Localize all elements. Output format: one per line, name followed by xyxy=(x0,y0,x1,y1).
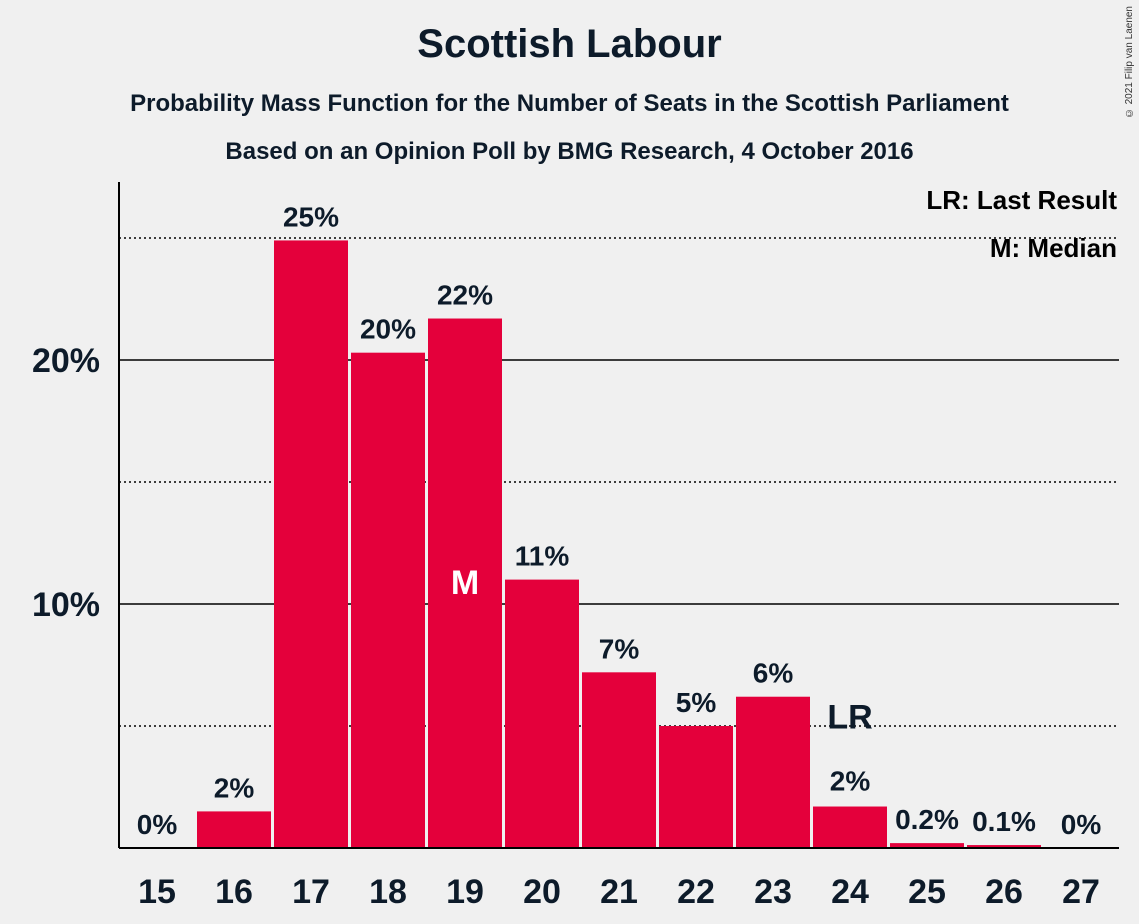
x-tick-label-27: 27 xyxy=(1062,873,1100,911)
value-label-21: 7% xyxy=(599,633,640,664)
x-tick-label-19: 19 xyxy=(446,873,484,911)
bar-23 xyxy=(736,696,810,848)
x-tick-labels: 15 16 17 18 19 20 21 22 23 24 25 26 27 xyxy=(138,873,1100,911)
last-result-marker: LR xyxy=(827,698,872,736)
bar-19 xyxy=(428,318,502,848)
x-tick-label-18: 18 xyxy=(369,873,407,911)
bar-22 xyxy=(659,726,733,848)
chart-title: Scottish Labour xyxy=(417,22,722,66)
x-tick-label-25: 25 xyxy=(908,873,946,911)
bar-21 xyxy=(582,672,656,848)
value-label-27: 0% xyxy=(1061,809,1102,840)
value-label-25: 0.2% xyxy=(895,804,959,835)
y-tick-label: 20% xyxy=(32,342,100,380)
x-tick-label-26: 26 xyxy=(985,873,1023,911)
value-label-23: 6% xyxy=(753,658,794,689)
x-tick-label-22: 22 xyxy=(677,873,715,911)
median-marker: M xyxy=(451,564,479,602)
legend-last-result: LR: Last Result xyxy=(926,185,1117,215)
value-label-17: 25% xyxy=(283,201,339,232)
x-tick-label-21: 21 xyxy=(600,873,638,911)
x-tick-label-20: 20 xyxy=(523,873,561,911)
bar-26 xyxy=(967,845,1041,848)
bar-18 xyxy=(351,352,425,848)
value-labels: 0% 2% 25% 20% 22% M 11% 7% 5% 6% 2% LR 0.2% 0.1% 0% xyxy=(137,201,1102,840)
x-tick-label-24: 24 xyxy=(831,873,869,911)
chart-subtitle: Probability Mass Function for the Number… xyxy=(130,90,1009,117)
bar-17 xyxy=(274,240,348,848)
y-tick-labels: 10% 20% xyxy=(32,342,100,624)
value-label-18: 20% xyxy=(360,314,416,345)
bar-20 xyxy=(505,579,579,848)
bars xyxy=(197,240,1041,848)
x-tick-label-23: 23 xyxy=(754,873,792,911)
bar-24 xyxy=(813,806,887,848)
x-tick-label-17: 17 xyxy=(292,873,330,911)
value-label-16: 2% xyxy=(214,772,255,803)
value-label-15: 0% xyxy=(137,809,178,840)
value-label-22: 5% xyxy=(676,687,717,718)
value-label-20: 11% xyxy=(515,541,570,572)
bar-16 xyxy=(197,811,271,848)
x-tick-label-15: 15 xyxy=(138,873,176,911)
y-tick-label: 10% xyxy=(32,586,100,624)
x-tick-label-16: 16 xyxy=(215,873,253,911)
value-label-24: 2% xyxy=(830,766,871,797)
chart-source-subtitle: Based on an Opinion Poll by BMG Research… xyxy=(225,138,914,165)
bar-25 xyxy=(890,843,964,848)
legend-median: M: Median xyxy=(990,233,1117,263)
value-label-19: 22% xyxy=(437,280,493,311)
value-label-26: 0.1% xyxy=(972,806,1036,837)
